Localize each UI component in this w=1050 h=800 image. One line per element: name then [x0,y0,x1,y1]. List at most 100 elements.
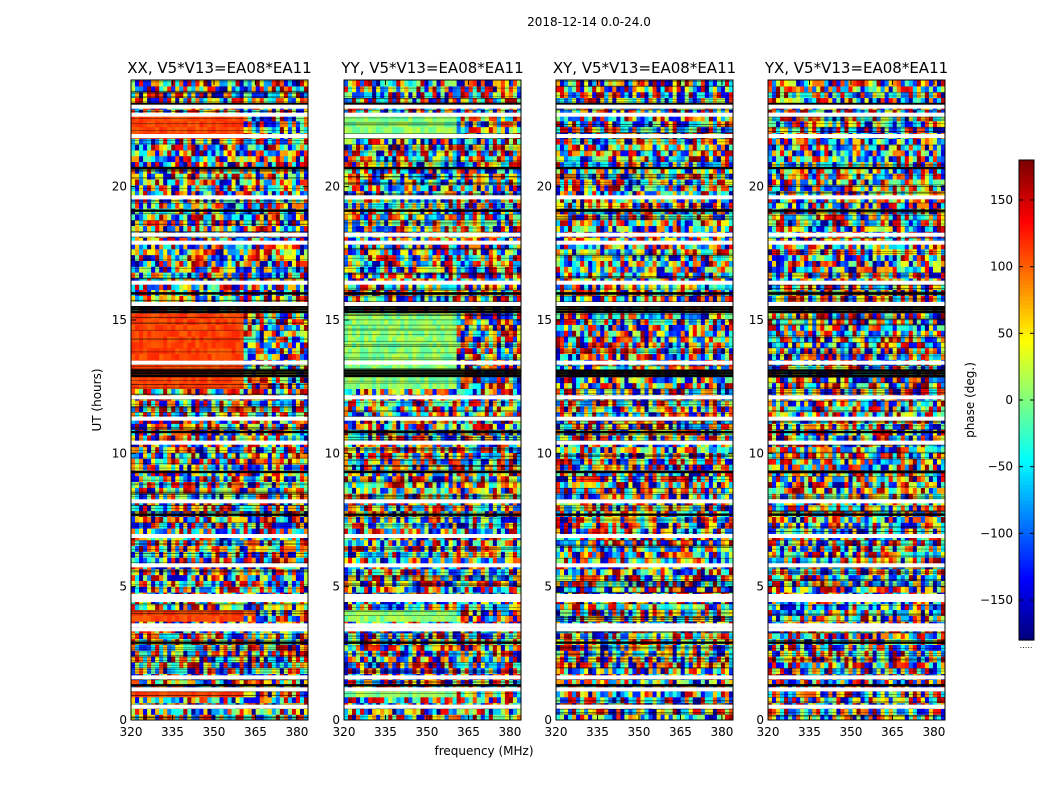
colorbar-swatch [1019,292,1034,297]
colorbar-swatch [1019,224,1034,229]
colorbar-swatch [1019,268,1034,273]
colorbar-swatch [1019,576,1034,581]
colorbar-swatch [1019,200,1034,205]
x-tick-label: 365 [669,725,692,739]
colorbar-swatch [1019,300,1034,305]
colorbar-swatch [1019,368,1034,373]
panel-4: YX, V5*V13=EA08*EA11 320 335 350 365 380 0 5 10 1… [749,59,948,739]
colorbar-swatch [1019,472,1034,477]
colorbar-swatch [1019,328,1034,333]
colorbar-swatch [1019,240,1034,245]
colorbar-swatch [1019,500,1034,505]
y-tick-label: 10 [749,446,764,460]
colorbar-swatch [1019,420,1034,425]
colorbar-swatch [1019,360,1034,365]
colorbar-swatch [1019,620,1034,625]
x-tick-label: 365 [881,725,904,739]
colorbar-tick-label: 50 [998,326,1013,340]
y-tick-label: 10 [112,446,127,460]
phase-image [556,80,733,720]
colorbar-swatch [1019,424,1034,429]
colorbar-swatch [1019,492,1034,497]
colorbar-swatch [1019,476,1034,481]
panel-frame [767,79,946,721]
x-tick-label: 335 [586,725,609,739]
x-axis-label: frequency (MHz) [434,744,533,758]
phase-image [768,80,945,720]
colorbar-note: ..... [1020,641,1033,650]
panel-title: YX, V5*V13=EA08*EA11 [764,59,948,77]
colorbar-tick-label: −100 [980,526,1013,540]
colorbar-swatch [1019,544,1034,549]
y-tick-label: 0 [332,713,340,727]
colorbar-swatch [1019,456,1034,461]
colorbar-swatch [1019,280,1034,285]
colorbar-swatch [1019,340,1034,345]
colorbar-swatch [1019,364,1034,369]
colorbar-swatch [1019,376,1034,381]
colorbar-swatch [1019,276,1034,281]
colorbar-swatch [1019,208,1034,213]
colorbar-swatch [1019,172,1034,177]
colorbar-swatch [1019,516,1034,521]
colorbar-swatch [1019,188,1034,193]
colorbar-swatch [1019,560,1034,565]
colorbar-swatch [1019,180,1034,185]
colorbar-tick-label: 150 [990,193,1013,207]
y-tick-label: 20 [537,180,552,194]
colorbar-swatch [1019,216,1034,221]
colorbar-swatch [1019,212,1034,217]
colorbar-swatch [1019,616,1034,621]
y-tick-label: 15 [537,313,552,327]
colorbar-swatch [1019,400,1034,405]
colorbar-swatch [1019,588,1034,593]
y-tick-label: 5 [119,580,127,594]
colorbar-swatch [1019,608,1034,613]
colorbar-swatch [1019,612,1034,617]
colorbar-swatch [1019,316,1034,321]
colorbar-swatch [1019,244,1034,249]
colorbar-swatch [1019,628,1034,633]
colorbar-swatch [1019,408,1034,413]
colorbar-tick-label: −50 [988,460,1013,474]
panel-frame [343,79,522,721]
x-tick-label: 350 [628,725,651,739]
colorbar-swatch [1019,232,1034,237]
panel-2: YY, V5*V13=EA08*EA11 320 335 350 365 380 0 5 10 1… [325,59,524,739]
colorbar-swatch [1019,388,1034,393]
panel-frame [130,79,309,721]
colorbar-swatch [1019,548,1034,553]
colorbar-swatch [1019,536,1034,541]
colorbar-tick-label: 0 [1005,393,1013,407]
y-tick-label: 10 [537,446,552,460]
colorbar-tick-label: 100 [990,260,1013,274]
colorbar-swatch [1019,272,1034,277]
x-tick-label: 335 [798,725,821,739]
panel-title: XX, V5*V13=EA08*EA11 [127,59,311,77]
colorbar-swatch [1019,556,1034,561]
x-tick-label: 380 [922,725,945,739]
colorbar-swatch [1019,392,1034,397]
y-tick-label: 20 [325,180,340,194]
colorbar-swatch [1019,624,1034,629]
x-tick-label: 350 [840,725,863,739]
colorbar-swatch [1019,412,1034,417]
colorbar-swatch [1019,632,1034,637]
x-tick-label: 365 [457,725,480,739]
y-tick-label: 0 [756,713,764,727]
x-tick-label: 335 [374,725,397,739]
colorbar-swatch [1019,572,1034,577]
colorbar-swatch [1019,604,1034,609]
x-tick-label: 380 [498,725,521,739]
colorbar-swatch [1019,220,1034,225]
colorbar-swatch [1019,428,1034,433]
x-tick-label: 320 [120,725,143,739]
colorbar-swatch [1019,460,1034,465]
colorbar-swatch [1019,320,1034,325]
colorbar-swatch [1019,336,1034,341]
colorbar-swatch [1019,348,1034,353]
panel-1: XX, V5*V13=EA08*EA11 320 335 350 365 380 0 5 10 1… [112,59,312,739]
colorbar-swatch [1019,308,1034,313]
chart-title: 2018-12-14 0.0-24.0 [527,15,651,29]
colorbar-swatch [1019,484,1034,489]
